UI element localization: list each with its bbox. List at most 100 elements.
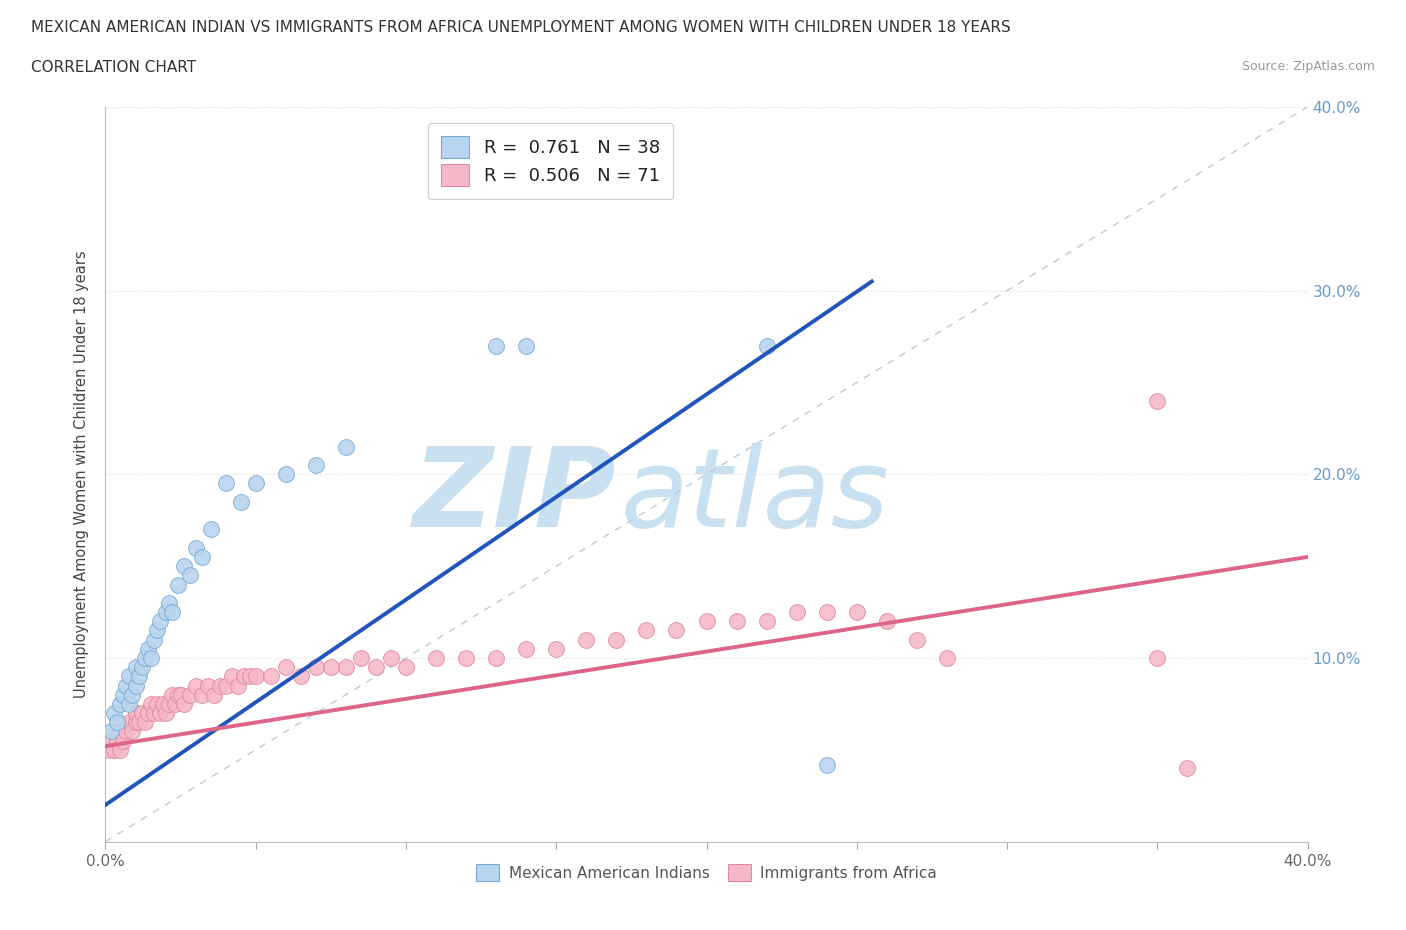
Point — [190, 687, 212, 702]
Point — [226, 678, 249, 693]
Point — [245, 476, 267, 491]
Point — [128, 715, 150, 730]
Point — [134, 715, 156, 730]
Point — [845, 604, 868, 619]
Point — [110, 742, 132, 757]
Point — [148, 614, 170, 629]
Point — [221, 669, 243, 684]
Point — [107, 715, 129, 730]
Point — [179, 568, 201, 583]
Point — [136, 642, 159, 657]
Point — [118, 715, 141, 730]
Point — [155, 604, 177, 619]
Point — [546, 642, 568, 657]
Point — [936, 651, 959, 666]
Point — [124, 678, 146, 693]
Text: Source: ZipAtlas.com: Source: ZipAtlas.com — [1241, 60, 1375, 73]
Point — [364, 659, 387, 674]
Point — [197, 678, 219, 693]
Point — [145, 697, 167, 711]
Point — [425, 651, 447, 666]
Point — [755, 614, 778, 629]
Point — [274, 467, 297, 482]
Point — [121, 687, 143, 702]
Point — [148, 706, 170, 721]
Point — [305, 659, 328, 674]
Point — [245, 669, 267, 684]
Point — [155, 706, 177, 721]
Point — [1146, 651, 1168, 666]
Point — [876, 614, 898, 629]
Point — [260, 669, 283, 684]
Point — [456, 651, 478, 666]
Point — [115, 678, 138, 693]
Point — [605, 632, 627, 647]
Point — [173, 697, 195, 711]
Point — [380, 651, 402, 666]
Text: CORRELATION CHART: CORRELATION CHART — [31, 60, 195, 75]
Point — [100, 724, 122, 739]
Point — [152, 697, 174, 711]
Legend: Mexican American Indians, Immigrants from Africa: Mexican American Indians, Immigrants fro… — [471, 858, 942, 887]
Point — [169, 687, 191, 702]
Text: ZIP: ZIP — [413, 443, 616, 550]
Point — [103, 742, 125, 757]
Point — [142, 632, 165, 647]
Point — [160, 687, 183, 702]
Point — [134, 651, 156, 666]
Point — [128, 669, 150, 684]
Point — [214, 678, 236, 693]
Point — [636, 623, 658, 638]
Point — [208, 678, 231, 693]
Point — [124, 715, 146, 730]
Point — [202, 687, 225, 702]
Point — [163, 697, 186, 711]
Point — [145, 623, 167, 638]
Point — [232, 669, 254, 684]
Point — [239, 669, 262, 684]
Text: MEXICAN AMERICAN INDIAN VS IMMIGRANTS FROM AFRICA UNEMPLOYMENT AMONG WOMEN WITH : MEXICAN AMERICAN INDIAN VS IMMIGRANTS FR… — [31, 20, 1011, 35]
Point — [121, 724, 143, 739]
Point — [124, 706, 146, 721]
Point — [815, 604, 838, 619]
Point — [786, 604, 808, 619]
Point — [696, 614, 718, 629]
Point — [229, 495, 252, 510]
Point — [157, 697, 180, 711]
Point — [166, 687, 188, 702]
Point — [350, 651, 373, 666]
Point — [274, 659, 297, 674]
Point — [160, 604, 183, 619]
Point — [515, 339, 537, 353]
Point — [184, 540, 207, 555]
Point — [157, 595, 180, 610]
Point — [290, 669, 312, 684]
Point — [110, 724, 132, 739]
Point — [1146, 393, 1168, 408]
Point — [131, 706, 153, 721]
Point — [100, 733, 122, 748]
Point — [118, 669, 141, 684]
Point — [103, 706, 125, 721]
Point — [395, 659, 418, 674]
Point — [319, 659, 342, 674]
Point — [485, 339, 508, 353]
Point — [166, 577, 188, 592]
Point — [97, 742, 120, 757]
Point — [725, 614, 748, 629]
Point — [815, 757, 838, 772]
Point — [184, 678, 207, 693]
Point — [107, 733, 129, 748]
Y-axis label: Unemployment Among Women with Children Under 18 years: Unemployment Among Women with Children U… — [75, 250, 90, 698]
Point — [665, 623, 688, 638]
Point — [485, 651, 508, 666]
Point — [179, 687, 201, 702]
Point — [112, 687, 135, 702]
Point — [131, 659, 153, 674]
Point — [575, 632, 598, 647]
Point — [142, 706, 165, 721]
Text: atlas: atlas — [620, 443, 889, 550]
Point — [112, 733, 135, 748]
Point — [335, 439, 357, 454]
Point — [214, 476, 236, 491]
